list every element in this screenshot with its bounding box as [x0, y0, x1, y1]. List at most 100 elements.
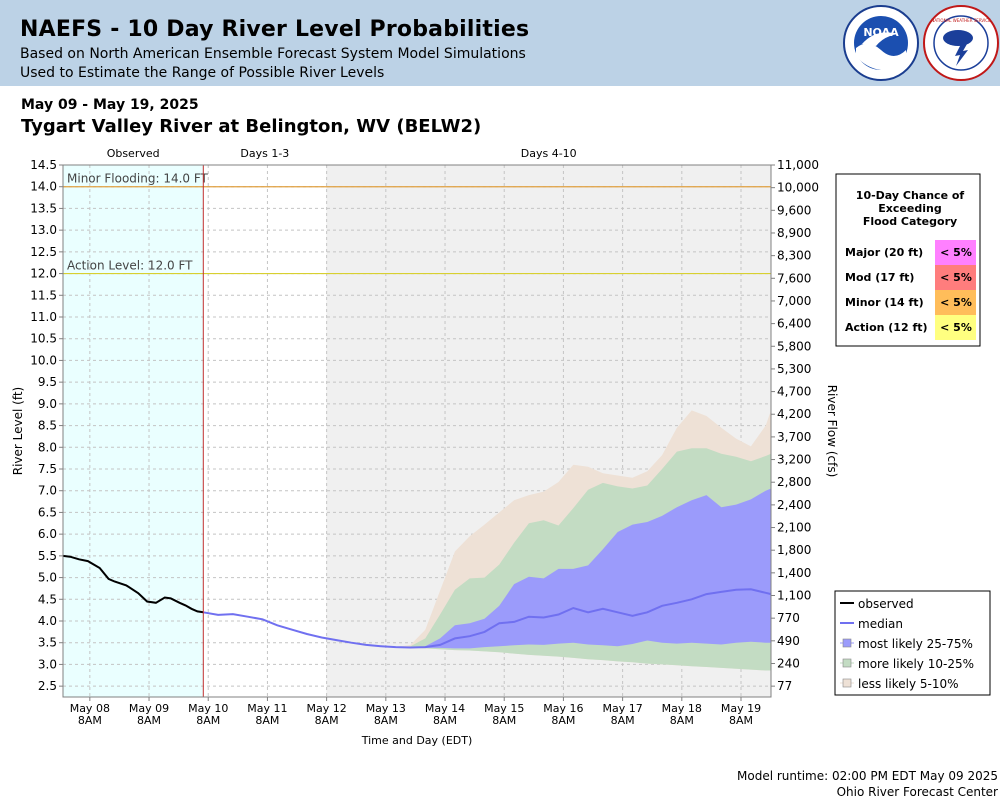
- date-range: May 09 - May 19, 2025: [21, 97, 199, 113]
- observed-line: [62, 554, 204, 614]
- y2-tick-label: 7,600: [777, 271, 811, 285]
- x-tick-label-time: 8AM: [255, 714, 279, 727]
- legend-box: [834, 590, 991, 696]
- x-tick-label-date: May 17: [602, 702, 642, 715]
- y2-tick-label: 770: [777, 611, 800, 625]
- observed-region: [63, 165, 204, 697]
- x-tick-label-date: May 13: [366, 702, 406, 715]
- exceedance-swatch: [935, 240, 976, 265]
- y-tick-label: 14.0: [30, 180, 57, 194]
- exceedance-title-line: Exceeding: [878, 202, 941, 215]
- legend-label: less likely 5-10%: [858, 677, 959, 691]
- x-axis-label: Time and Day (EDT): [361, 734, 473, 747]
- legend-label: median: [858, 617, 903, 631]
- y2-tick-label: 4,200: [777, 407, 811, 421]
- x-tick-label-time: 8AM: [551, 714, 575, 727]
- y-axis-label: River Level (ft): [11, 387, 25, 475]
- exceedance-swatch: [935, 315, 976, 340]
- exceedance-title-line: 10-Day Chance of: [856, 189, 965, 202]
- y-tick-label: 10.5: [30, 332, 57, 346]
- y2-tick-label: 11,000: [777, 158, 819, 172]
- exceedance-row-label: Action (12 ft): [845, 321, 928, 334]
- legend-label: observed: [858, 597, 914, 611]
- legend-box-swatch: [842, 678, 852, 688]
- days-1-3-region: [203, 165, 327, 697]
- exceedance-row-value: < 5%: [940, 271, 972, 284]
- y2-tick-label: 6,400: [777, 317, 811, 331]
- y-tick-label: 7.5: [38, 462, 57, 476]
- noaa-logo: NOAA: [843, 5, 919, 81]
- section-label-days-1-3: Days 1-3: [240, 147, 289, 160]
- y2-tick-label: 3,200: [777, 453, 811, 467]
- exceedance-swatch: [935, 265, 976, 290]
- y2-tick-label: 9,600: [777, 203, 811, 217]
- y-tick-label: 4.5: [38, 592, 57, 606]
- x-tick-label-date: May 09: [129, 702, 169, 715]
- y-tick-label: 9.5: [38, 375, 57, 389]
- y2-tick-label: 8,300: [777, 249, 811, 263]
- y2-tick-label: 240: [777, 656, 800, 670]
- x-tick-label-date: May 12: [307, 702, 347, 715]
- y-tick-label: 6.0: [38, 527, 57, 541]
- legend-box-swatch: [842, 638, 852, 648]
- y-tick-label: 8.5: [38, 419, 57, 433]
- y2-tick-label: 2,100: [777, 521, 811, 535]
- x-tick-label-date: May 11: [247, 702, 287, 715]
- x-tick-label-date: May 14: [425, 702, 465, 715]
- x-tick-label-date: May 15: [484, 702, 524, 715]
- x-tick-label-time: 8AM: [492, 714, 516, 727]
- exceedance-row-value: < 5%: [940, 296, 972, 309]
- exceedance-row-label: Major (20 ft): [845, 246, 923, 259]
- y2-tick-label: 2,800: [777, 475, 811, 489]
- y-tick-label: 2.5: [38, 679, 57, 693]
- model-runtime: Model runtime: 02:00 PM EDT May 09 2025: [737, 769, 998, 783]
- exceedance-row-value: < 5%: [940, 321, 972, 334]
- exceedance-row-label: Mod (17 ft): [845, 271, 914, 284]
- y-tick-label: 12.0: [30, 267, 57, 281]
- band-most-likely-25-75: [203, 488, 772, 649]
- y-tick-label: 3.5: [38, 636, 57, 650]
- y2-tick-label: 10,000: [777, 181, 819, 195]
- plot-frame: [62, 164, 772, 698]
- y2-tick-label: 1,800: [777, 543, 811, 557]
- y-tick-label: 5.0: [38, 571, 57, 585]
- y-tick-label: 5.5: [38, 549, 57, 563]
- y-tick-label: 6.5: [38, 505, 57, 519]
- y2-tick-label: 2,400: [777, 498, 811, 512]
- x-tick-label-date: May 08: [70, 702, 110, 715]
- y-tick-label: 3.0: [38, 657, 57, 671]
- y-tick-label: 9.0: [38, 397, 57, 411]
- x-tick-label-time: 8AM: [374, 714, 398, 727]
- legend-label: most likely 25-75%: [858, 637, 973, 651]
- y-tick-label: 11.5: [30, 288, 57, 302]
- y-tick-label: 8.0: [38, 440, 57, 454]
- page-subtitle-1: Based on North American Ensemble Forecas…: [20, 46, 526, 62]
- x-tick-label-time: 8AM: [137, 714, 161, 727]
- y2-axis-label: River Flow (cfs): [825, 385, 839, 478]
- y2-tick-label: 1,400: [777, 566, 811, 580]
- y2-tick-label: 3,700: [777, 430, 811, 444]
- median-line: [203, 588, 772, 649]
- x-tick-label-time: 8AM: [729, 714, 753, 727]
- y-tick-label: 13.0: [30, 223, 57, 237]
- threshold-label-minor: Minor Flooding: 14.0 FT: [67, 172, 209, 186]
- nws-logo-text: NATIONAL WEATHER SERVICE: [931, 18, 991, 23]
- legend-label: more likely 10-25%: [858, 657, 974, 671]
- y2-tick-label: 4,700: [777, 385, 811, 399]
- y-tick-label: 10.0: [30, 353, 57, 367]
- noaa-logo-text: NOAA: [863, 26, 899, 39]
- footer: Model runtime: 02:00 PM EDT May 09 2025 …: [737, 768, 998, 800]
- y2-tick-label: 1,100: [777, 589, 811, 603]
- x-tick-label-date: May 16: [543, 702, 583, 715]
- y-tick-label: 13.5: [30, 201, 57, 215]
- y2-tick-label: 8,900: [777, 226, 811, 240]
- y2-tick-label: 7,000: [777, 294, 811, 308]
- threshold-label-action: Action Level: 12.0 FT: [67, 259, 193, 273]
- x-tick-label-time: 8AM: [315, 714, 339, 727]
- y-tick-label: 4.0: [38, 614, 57, 628]
- section-label-observed: Observed: [107, 147, 160, 160]
- x-tick-label-date: May 18: [662, 702, 702, 715]
- x-tick-label-time: 8AM: [78, 714, 102, 727]
- y-tick-label: 7.0: [38, 484, 57, 498]
- y2-tick-label: 5,800: [777, 339, 811, 353]
